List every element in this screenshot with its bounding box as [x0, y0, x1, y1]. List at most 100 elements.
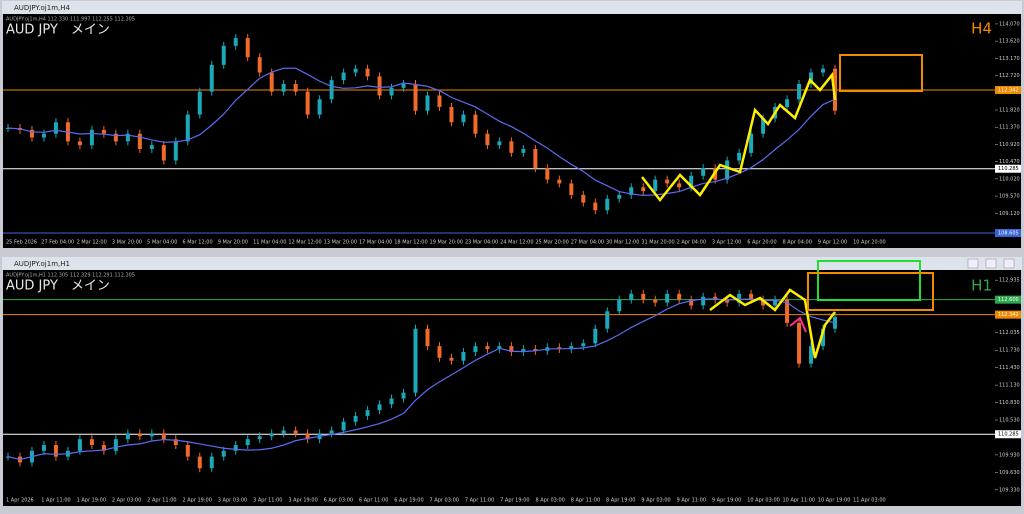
- x-tick-label: 3 Apr 12:00: [712, 240, 741, 246]
- candle-body: [77, 141, 82, 146]
- candle-body: [89, 129, 94, 146]
- candle-body: [341, 72, 346, 81]
- candle-body: [665, 293, 670, 303]
- close-button[interactable]: [1003, 258, 1015, 269]
- candle-body: [737, 293, 742, 303]
- candle-body: [485, 133, 490, 146]
- candle-body: [701, 296, 706, 306]
- x-tick-label: 3 Apr 11:00: [253, 498, 282, 504]
- x-tick-label: 9 Mar 20:00: [218, 240, 248, 246]
- candle-body: [785, 299, 790, 323]
- price-axis: [995, 14, 1021, 237]
- x-tick-label: 9 Apr 19:00: [712, 498, 741, 504]
- candle-body: [569, 183, 574, 195]
- candle-body: [809, 346, 814, 364]
- y-tick-label: 109.120: [999, 211, 1020, 217]
- candle-body: [689, 175, 694, 188]
- candle-body: [329, 80, 334, 100]
- price-tag-label: 112.342: [998, 88, 1019, 94]
- title-bar[interactable]: [2, 257, 1022, 270]
- candle-body: [605, 311, 610, 329]
- y-tick-label: 109.930: [999, 452, 1020, 458]
- window-title: AUDJPY.oj1m,H1: [14, 260, 70, 268]
- candle-body: [485, 346, 490, 350]
- candle-body: [437, 95, 442, 107]
- candle-body: [305, 433, 310, 440]
- price-tag-label: 110.285: [998, 166, 1019, 172]
- x-tick-label: 8 Apr 03:00: [535, 498, 564, 504]
- x-tick-label: 30 Mar 12:00: [606, 240, 639, 246]
- price-tag-label: 108.605: [998, 230, 1019, 236]
- candle-body: [101, 445, 106, 451]
- candle-body: [413, 83, 418, 111]
- price-axis: [995, 270, 1021, 495]
- price-tag-label: 112.600: [998, 297, 1019, 303]
- candle-body: [209, 456, 214, 469]
- x-tick-label: 2 Apr 04:00: [677, 240, 706, 246]
- candle-body: [581, 194, 586, 203]
- y-tick-label: 113.620: [999, 39, 1020, 45]
- candle-body: [509, 346, 514, 352]
- candle-body: [401, 83, 406, 88]
- candle-body: [725, 160, 730, 180]
- x-tick-label: 1 Apr 2026: [6, 498, 34, 504]
- candle-body: [761, 299, 766, 306]
- candle-body: [41, 445, 46, 451]
- candle-body: [269, 72, 274, 92]
- candle-body: [173, 439, 178, 445]
- price-tag: [995, 228, 1021, 237]
- zigzag-annotation: [709, 288, 836, 359]
- x-tick-label: 10 Apr 03:00: [747, 498, 780, 504]
- candle-body: [653, 179, 658, 192]
- candle-body: [809, 72, 814, 84]
- candle-body: [497, 141, 502, 146]
- candle-body: [521, 149, 526, 153]
- minimize-button[interactable]: [967, 258, 979, 269]
- y-tick-label: 112.035: [999, 330, 1020, 336]
- candle-body: [161, 433, 166, 440]
- candle-body: [197, 91, 202, 115]
- x-tick-label: 10 Apr 19:00: [818, 498, 851, 504]
- candle-body: [53, 122, 58, 134]
- candle-body: [773, 299, 778, 306]
- candle-body: [449, 106, 454, 123]
- candle-body: [605, 198, 610, 211]
- y-tick-label: 113.170: [999, 56, 1020, 62]
- x-tick-label: 10 Apr 11:00: [783, 498, 816, 504]
- candle-body: [377, 404, 382, 411]
- candle-body: [173, 141, 178, 161]
- candle-body: [761, 118, 766, 134]
- candle-body: [245, 439, 250, 445]
- title-bar[interactable]: [2, 1, 1022, 14]
- y-tick-label: 109.570: [999, 194, 1020, 200]
- y-tick-label: 110.530: [999, 418, 1020, 424]
- candle-body: [413, 328, 418, 393]
- candle-body: [257, 57, 262, 73]
- time-axis: [3, 237, 1021, 248]
- candle-body: [221, 45, 226, 65]
- x-tick-label: 31 Mar 20:00: [641, 240, 674, 246]
- candle-body: [353, 68, 358, 73]
- candle-body: [821, 68, 826, 73]
- moving-average: [7, 67, 836, 197]
- x-tick-label: 1 Apr 19:00: [77, 498, 106, 504]
- maximize-button[interactable]: [985, 258, 997, 269]
- candle-body: [653, 299, 658, 303]
- candle-body: [797, 83, 802, 100]
- x-tick-label: 7 Apr 03:00: [430, 498, 459, 504]
- x-tick-label: 19 Mar 20:00: [430, 240, 463, 246]
- y-tick-label: 112.935: [999, 278, 1020, 284]
- y-tick-label: 110.020: [999, 176, 1020, 182]
- candle-body: [161, 145, 166, 161]
- candle-body: [209, 64, 214, 92]
- y-tick-label: 111.370: [999, 125, 1020, 131]
- candle-body: [713, 296, 718, 300]
- candle-body: [365, 68, 370, 77]
- candle-body: [221, 450, 226, 457]
- x-tick-label: 9 Apr 03:00: [641, 498, 670, 504]
- x-tick-label: 5 Mar 04:00: [147, 240, 177, 246]
- x-tick-label: 2 Apr 19:00: [182, 498, 211, 504]
- candle-body: [257, 436, 262, 440]
- chart-header: AUDJPY.oj1m,H4 112.330 111.997 112.255 1…: [6, 17, 135, 23]
